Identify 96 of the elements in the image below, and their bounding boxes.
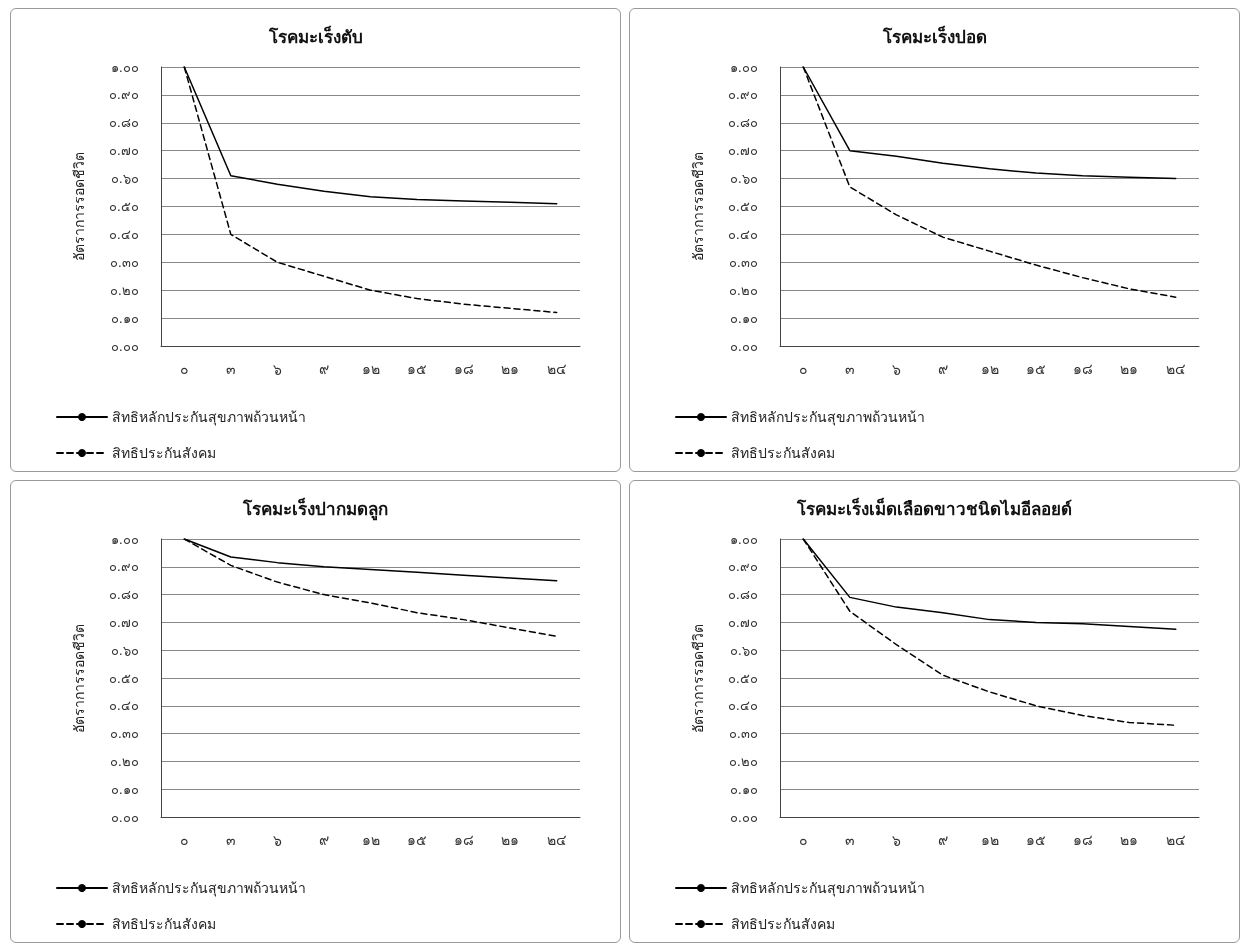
y-tick-label: ๐.๓๐: [109, 254, 139, 270]
x-tick-label: ๑๒: [980, 361, 999, 377]
y-tick-label: ๐.๑๐: [729, 781, 758, 797]
x-tick-label: ๒๑: [1120, 832, 1139, 848]
y-tick-label: ๐.๔๐: [108, 226, 139, 242]
x-tick-label: ๑๘: [453, 832, 474, 848]
y-tick-label: ๐.๒๐: [728, 753, 758, 769]
x-tick-label: ๖: [891, 832, 901, 848]
chart-title: โรคมะเร็งปอด: [881, 24, 987, 47]
legend-label: สิทธิหลักประกันสุขภาพถ้วนหน้า: [112, 880, 306, 897]
x-tick-label: ๑๘: [1072, 361, 1093, 377]
x-tick-label: ๒๔: [546, 361, 567, 377]
y-tick-label: ๐.๐๐: [110, 809, 139, 825]
chart-title: โรคมะเร็งตับ: [267, 24, 363, 47]
x-tick-label: ๒๑: [501, 832, 520, 848]
x-tick-label: ๐: [179, 832, 189, 848]
y-tick-label: ๐.๔๐: [727, 698, 758, 714]
x-tick-label: ๒๔: [1165, 832, 1186, 848]
y-tick-label: ๐.๒๐: [109, 282, 139, 298]
y-axis-title: อัตราการรอดชีวิต: [71, 623, 87, 733]
x-tick-label: ๙: [937, 361, 948, 377]
legend-label: สิทธิหลักประกันสุขภาพถ้วนหน้า: [731, 409, 925, 426]
legend-label: สิทธิหลักประกันสุขภาพถ้วนหน้า: [112, 409, 306, 426]
y-tick-label: ๐.๓๐: [728, 254, 758, 270]
x-tick-label: ๑๒: [361, 832, 380, 848]
y-axis-title: อัตราการรอดชีวิต: [690, 623, 706, 733]
y-tick-label: ๐.๔๐: [108, 698, 139, 714]
y-tick-label: ๐.๕๐: [108, 670, 139, 686]
x-tick-label: ๒๔: [546, 832, 567, 848]
x-tick-label: ๑๘: [453, 361, 474, 377]
chart-title: โรคมะเร็งปากมดลูก: [242, 496, 388, 521]
y-tick-label: ๐.๒๐: [728, 282, 758, 298]
x-tick-label: ๓: [844, 361, 855, 377]
y-tick-label: ๐.๙๐: [727, 559, 758, 575]
y-tick-label: ๐.๓๐: [728, 726, 758, 742]
y-tick-label: ๐.๐๐: [729, 809, 758, 825]
y-tick-label: ๑.๐๐: [729, 531, 758, 547]
y-tick-label: ๐.๑๐: [729, 310, 758, 326]
y-tick-label: ๐.๙๐: [727, 87, 758, 103]
x-tick-label: ๑๕: [1026, 832, 1047, 848]
x-tick-label: ๙: [318, 832, 329, 848]
y-tick-label: ๐.๘๐: [727, 115, 758, 131]
y-tick-label: ๐.๙๐: [108, 559, 139, 575]
y-tick-label: ๐.๗๐: [727, 614, 758, 630]
y-tick-label: ๐.๖๐: [110, 642, 139, 658]
y-tick-label: ๐.๑๐: [110, 310, 139, 326]
x-tick-label: ๙: [318, 361, 329, 377]
y-axis-title: อัตราการรอดชีวิต: [690, 152, 706, 261]
y-tick-label: ๐.๘๐: [108, 115, 139, 131]
x-tick-label: ๑๒: [361, 361, 380, 377]
x-tick-label: ๖: [891, 361, 901, 377]
x-tick-label: ๓: [225, 361, 236, 377]
y-tick-label: ๐.๖๐: [729, 171, 758, 187]
y-tick-label: ๐.๖๐: [110, 171, 139, 187]
x-tick-label: ๐: [798, 832, 808, 848]
x-tick-label: ๑๕: [407, 361, 428, 377]
y-tick-label: ๐.๕๐: [727, 199, 758, 214]
y-tick-label: ๐.๕๐: [727, 670, 758, 686]
y-tick-label: ๐.๘๐: [727, 587, 758, 603]
legend-label: สิทธิหลักประกันสุขภาพถ้วนหน้า: [731, 880, 925, 897]
x-tick-label: ๖: [272, 361, 282, 377]
y-tick-label: ๐.๒๐: [109, 753, 139, 769]
x-tick-label: ๑๕: [1026, 361, 1047, 377]
y-tick-label: ๐.๙๐: [108, 87, 139, 103]
y-tick-label: ๐.๕๐: [108, 199, 139, 214]
x-tick-label: ๓: [844, 832, 855, 848]
x-tick-label: ๓: [225, 832, 236, 848]
y-tick-label: ๑.๐๐: [110, 59, 139, 75]
chart-title: โรคมะเร็งเม็ดเลือดขาวชนิดไมอีลอยด์: [796, 496, 1072, 519]
x-tick-label: ๑๒: [980, 832, 999, 848]
legend-label: สิทธิประกันสังคม: [112, 445, 216, 461]
x-tick-label: ๑๕: [407, 832, 428, 848]
x-tick-label: ๖: [272, 832, 282, 848]
y-tick-label: ๐.๓๐: [109, 726, 139, 742]
y-tick-label: ๐.๗๐: [727, 143, 758, 159]
x-tick-label: ๒๑: [1120, 361, 1139, 377]
x-tick-label: ๑๘: [1072, 832, 1093, 848]
y-tick-label: ๐.๗๐: [108, 614, 139, 630]
x-tick-label: ๐: [798, 361, 808, 377]
y-tick-label: ๐.๐๐: [729, 338, 758, 354]
y-tick-label: ๐.๑๐: [110, 781, 139, 797]
y-tick-label: ๐.๐๐: [110, 338, 139, 354]
x-tick-label: ๐: [179, 361, 189, 377]
y-tick-label: ๑.๐๐: [110, 531, 139, 547]
y-tick-label: ๐.๘๐: [108, 587, 139, 603]
x-tick-label: ๒๑: [501, 361, 520, 377]
legend-label: สิทธิประกันสังคม: [112, 916, 216, 932]
y-tick-label: ๐.๗๐: [108, 143, 139, 159]
y-tick-label: ๑.๐๐: [729, 59, 758, 75]
y-tick-label: ๐.๔๐: [727, 226, 758, 242]
x-tick-label: ๙: [937, 832, 948, 848]
y-tick-label: ๐.๖๐: [729, 642, 758, 658]
x-tick-label: ๒๔: [1165, 361, 1186, 377]
legend-label: สิทธิประกันสังคม: [731, 916, 835, 932]
legend-label: สิทธิประกันสังคม: [731, 445, 835, 461]
y-axis-title: อัตราการรอดชีวิต: [71, 152, 87, 261]
